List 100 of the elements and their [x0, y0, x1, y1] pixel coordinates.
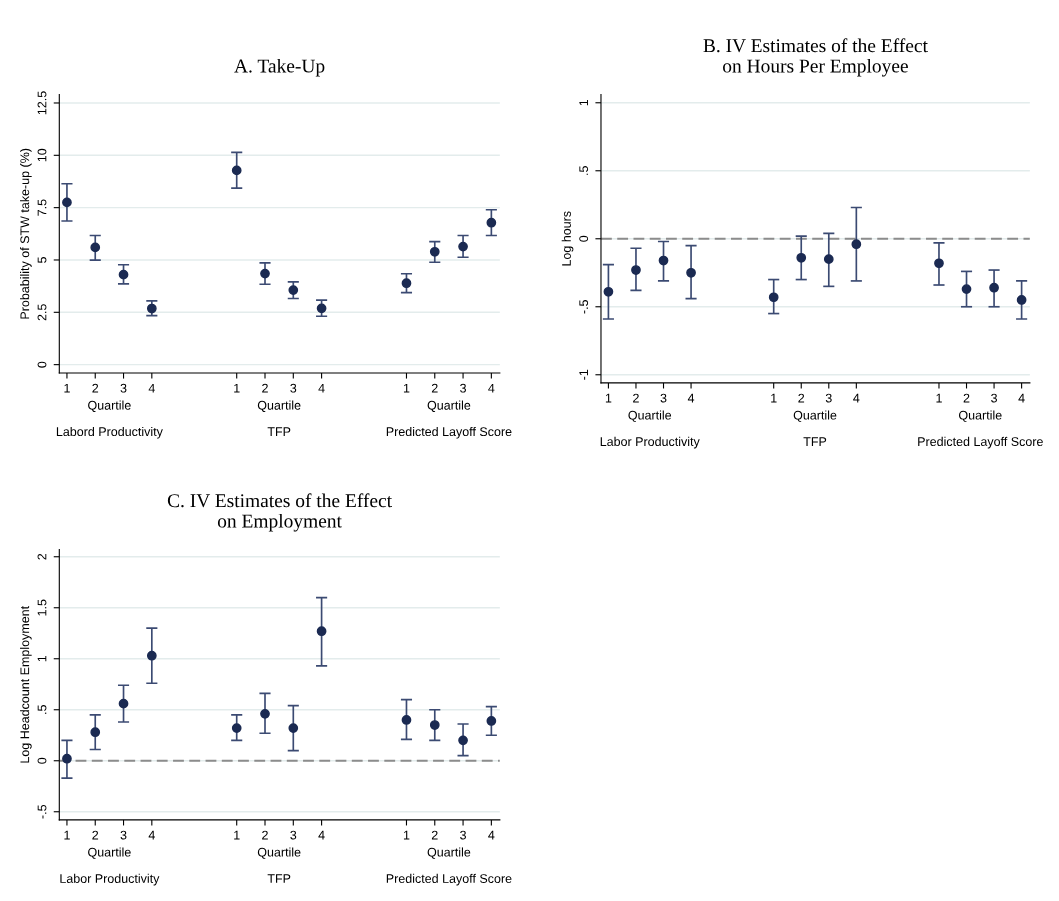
point	[62, 753, 72, 764]
point	[401, 278, 412, 289]
text: TFP	[267, 427, 291, 436]
x-tick-label: 1	[234, 830, 240, 840]
point	[796, 252, 807, 263]
x-tick-label: 2	[92, 830, 99, 840]
point	[401, 715, 412, 725]
chart-title: B. IV Estimates of the Effect on Hours Per Employee	[703, 38, 928, 77]
y-tick-label: .5	[579, 166, 589, 175]
text: TFP	[267, 874, 291, 883]
x-tick-label: 1	[403, 830, 410, 840]
point	[1016, 295, 1027, 305]
x-tick-label: 4	[488, 830, 495, 840]
x-tick-label: 2	[92, 383, 99, 393]
text: Predicted Layoff Score	[918, 436, 1043, 449]
y-tick-label: 7.5	[37, 199, 47, 216]
x-tick-label: 3	[290, 383, 297, 393]
point	[989, 282, 999, 293]
x-tick-label: 1	[64, 383, 70, 393]
point	[288, 285, 299, 295]
point	[603, 286, 614, 297]
y-tick-label: 2	[37, 553, 47, 560]
text: Quartile	[88, 400, 131, 412]
point	[118, 269, 129, 280]
point	[851, 239, 862, 250]
y-tick-label: .5	[37, 705, 47, 714]
point	[686, 267, 696, 278]
text: Quartile	[88, 847, 131, 859]
point	[961, 284, 972, 294]
text: Predicted Layoff Score	[386, 426, 512, 439]
y-tick-label: 0	[579, 235, 589, 242]
x-tick-label: 1	[771, 393, 777, 403]
text: Quartile	[427, 400, 471, 412]
point	[823, 254, 834, 265]
x-tick-label: 3	[825, 393, 832, 403]
x-tick-label: 1	[936, 393, 942, 403]
text: Labor Productivity	[600, 436, 700, 449]
x-tick-label: 1	[605, 393, 612, 403]
x-tick-label: 4	[488, 383, 495, 393]
text: Quartile	[793, 410, 837, 422]
x-tick-label: 2	[431, 830, 438, 840]
point	[90, 727, 101, 738]
point	[231, 723, 242, 733]
point	[288, 723, 299, 733]
x-tick-label: 2	[262, 383, 268, 393]
x-tick-label: 4	[318, 383, 325, 393]
chart-title: A. Take-Up	[234, 58, 325, 77]
point	[62, 197, 72, 208]
y-tick-label: 10	[37, 148, 47, 162]
point	[458, 241, 468, 252]
point	[146, 650, 157, 661]
point	[231, 165, 242, 176]
y-axis-title: Probability of STW take-up (%)	[20, 148, 32, 319]
y-tick-label: 1.5	[37, 599, 47, 616]
y-tick-label: 1	[37, 655, 47, 662]
x-tick-label: 3	[991, 393, 997, 403]
x-tick-label: 4	[148, 830, 155, 840]
point	[316, 303, 327, 314]
y-tick-label: 5	[37, 257, 47, 263]
y-tick-label: -.5	[579, 299, 589, 314]
text: Labord Productivity	[56, 426, 163, 439]
point	[458, 735, 468, 746]
x-tick-label: 2	[262, 830, 268, 840]
x-tick-label: 2	[431, 383, 438, 393]
point	[118, 698, 129, 709]
point	[486, 716, 497, 726]
point	[260, 708, 270, 719]
y-tick-label: 2.5	[37, 304, 47, 321]
point	[316, 626, 327, 637]
point	[658, 255, 669, 266]
point	[429, 720, 440, 730]
y-axis-title: Log Headcount Employment	[20, 605, 32, 763]
x-tick-label: 1	[403, 383, 410, 393]
x-tick-label: 3	[460, 830, 466, 840]
point	[90, 242, 101, 253]
point	[260, 268, 270, 279]
text: Quartile	[959, 410, 1002, 422]
x-tick-label: 3	[290, 830, 297, 840]
x-tick-label: 1	[234, 383, 240, 393]
x-tick-label: 3	[660, 393, 667, 403]
point	[768, 292, 779, 303]
text: TFP	[803, 437, 827, 446]
text: Quartile	[427, 847, 471, 859]
point	[486, 217, 497, 228]
x-tick-label: 3	[460, 383, 466, 393]
x-tick-label: 2	[798, 393, 805, 403]
y-tick-label: 12.5	[37, 91, 47, 115]
y-tick-label: 1	[579, 99, 588, 106]
x-tick-label: 3	[120, 830, 127, 840]
text: Quartile	[257, 847, 301, 859]
text: Quartile	[628, 410, 672, 422]
text: Predicted Layoff Score	[386, 873, 512, 886]
point	[429, 246, 440, 257]
x-tick-label: 4	[853, 393, 860, 403]
y-axis-title: Log hours	[561, 211, 574, 266]
x-tick-label: 4	[148, 383, 155, 393]
text: Quartile	[257, 400, 301, 412]
x-tick-label: 1	[64, 830, 70, 840]
y-tick-label: -.5	[37, 804, 47, 819]
point	[934, 258, 944, 269]
